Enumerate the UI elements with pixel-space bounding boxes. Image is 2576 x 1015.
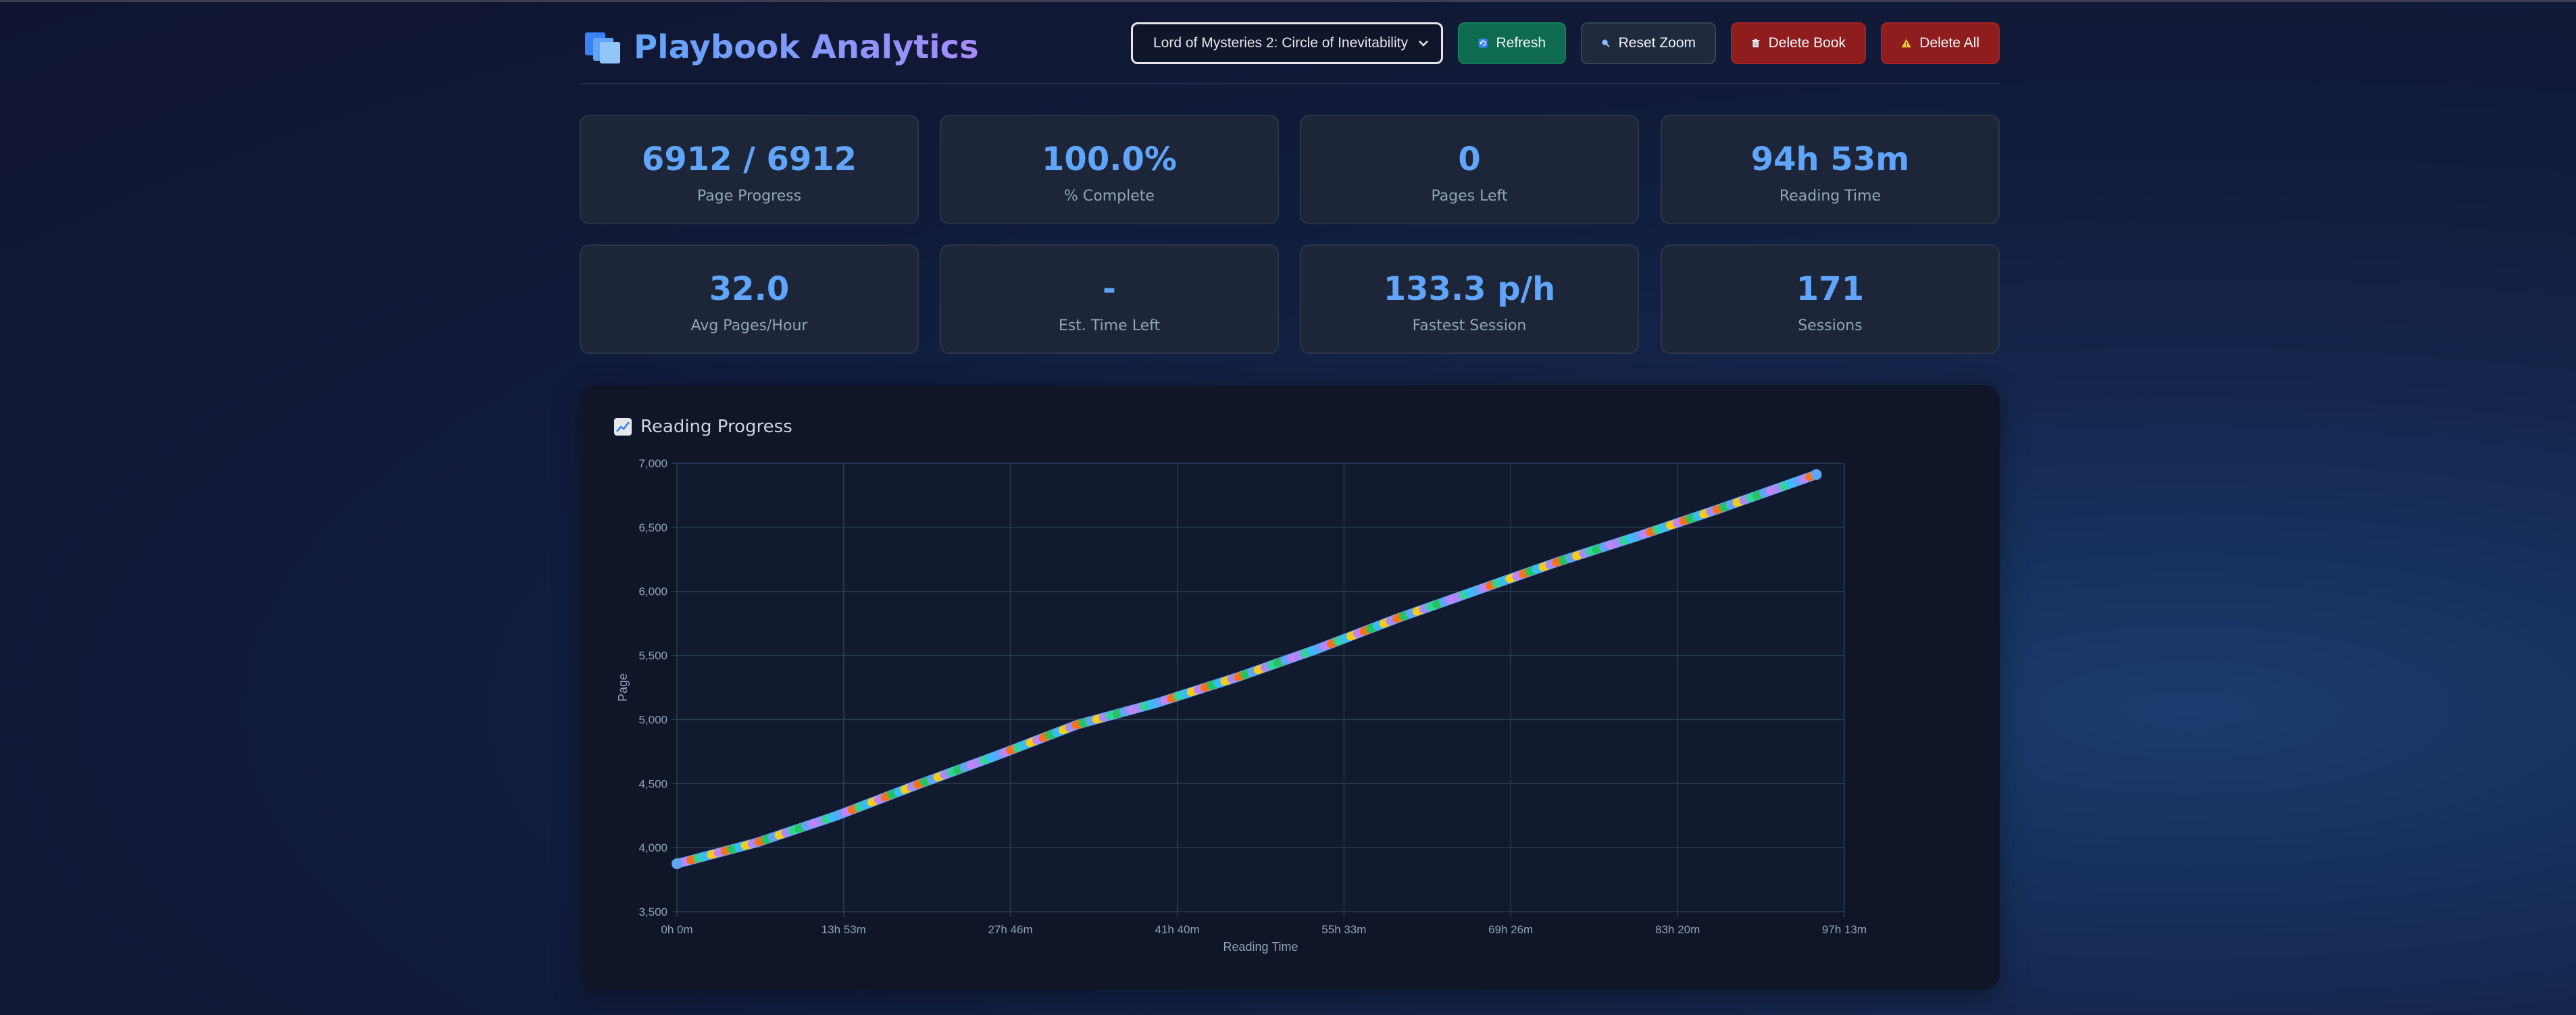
progress-line-series [672,469,1822,870]
stat-label: Avg Pages/Hour [690,317,808,334]
stat-card-pages-left: 0 Pages Left [1300,115,1639,224]
x-tick-label: 97h 13m [1822,923,1867,936]
warning-icon [1901,38,1911,48]
data-point[interactable] [1811,469,1822,480]
magnifier-icon [1602,39,1610,47]
window-top-border [0,0,2576,2]
x-tick-label: 41h 40m [1155,923,1200,936]
refresh-button[interactable]: Refresh [1458,22,1566,64]
stat-value: 0 [1458,140,1481,178]
trash-icon [1752,38,1760,48]
book-select-value: Lord of Mysteries 2: Circle of Inevitabi… [1153,35,1408,51]
stat-card-est-time-left: - Est. Time Left [940,244,1279,354]
y-tick-label: 4,000 [638,841,667,854]
book-select[interactable]: Lord of Mysteries 2: Circle of Inevitabi… [1131,22,1443,64]
reading-progress-chart[interactable]: 3,500 4,000 4,500 5,000 5,500 6,000 6,500 7,000… [580,385,2000,990]
header-divider [580,83,2000,84]
delete-all-button-label: Delete All [1919,35,1979,51]
y-tick-label: 5,500 [638,650,667,662]
y-tick-label: 4,500 [638,777,667,790]
refresh-icon [1478,38,1488,48]
refresh-button-label: Refresh [1496,35,1546,51]
x-tick-label: 83h 20m [1655,923,1700,936]
page-title: Playbook Analytics [634,23,979,72]
stat-card-sessions: 171 Sessions [1661,244,2000,354]
x-tick-label: 0h 0m [661,923,692,936]
stat-label: Reading Time [1779,188,1882,205]
y-tick-label: 7,000 [638,457,667,470]
stat-card-percent-complete: 100.0% % Complete [940,115,1279,224]
stat-label: % Complete [1064,188,1155,205]
x-tick-label: 69h 26m [1488,923,1533,936]
y-tick-label: 6,000 [638,585,667,598]
delete-book-button[interactable]: Delete Book [1731,22,1866,64]
reset-zoom-button[interactable]: Reset Zoom [1581,22,1716,64]
stat-value: 171 [1796,270,1865,308]
panel-title: Reading Progress [640,417,792,437]
stat-label: Page Progress [697,188,802,205]
chevron-down-icon [1419,41,1428,47]
toolbar: Lord of Mysteries 2: Circle of Inevitabi… [1131,22,2000,64]
stat-label: Est. Time Left [1058,317,1161,334]
x-tick-label: 13h 53m [822,923,866,936]
plot-area [677,463,1844,912]
reading-progress-panel: Reading Progress 3,500 4,000 4,500 5,000 5,5… [580,385,2000,990]
y-axis-title: Page [616,673,630,702]
delete-all-button[interactable]: Delete All [1881,22,2000,64]
chart-icon [614,418,632,436]
stat-label: Pages Left [1431,188,1508,205]
x-axis-title: Reading Time [1223,940,1298,954]
stat-label: Sessions [1798,317,1863,334]
header: Playbook Analytics Lord of Mysteries 2: … [580,20,2000,88]
y-tick-label: 6,500 [638,521,667,534]
stat-value: 32.0 [709,270,790,308]
y-tick-label: 3,500 [638,906,667,918]
app-container: Playbook Analytics Lord of Mysteries 2: … [580,0,2000,1015]
stat-card-fastest-session: 133.3 p/h Fastest Session [1300,244,1639,354]
y-tick-label: 5,000 [638,713,667,726]
delete-book-button-label: Delete Book [1768,35,1846,51]
panel-header: Reading Progress [613,412,792,442]
stat-value: 100.0% [1042,140,1177,178]
data-point[interactable] [672,858,682,870]
stat-card-reading-time: 94h 53m Reading Time [1661,115,2000,224]
stat-card-avg-pages-hour: 32.0 Avg Pages/Hour [580,244,919,354]
stat-label: Fastest Session [1412,317,1527,334]
x-tick-label: 55h 33m [1321,923,1366,936]
stat-value: 6912 / 6912 [641,140,857,178]
x-tick-label: 27h 46m [988,923,1032,936]
stat-card-page-progress: 6912 / 6912 Page Progress [580,115,919,224]
reset-zoom-button-label: Reset Zoom [1618,35,1696,51]
stat-value: 94h 53m [1750,140,1910,178]
stat-value: - [1103,270,1116,308]
stat-value: 133.3 p/h [1383,270,1556,308]
book-stack-icon [585,32,620,63]
